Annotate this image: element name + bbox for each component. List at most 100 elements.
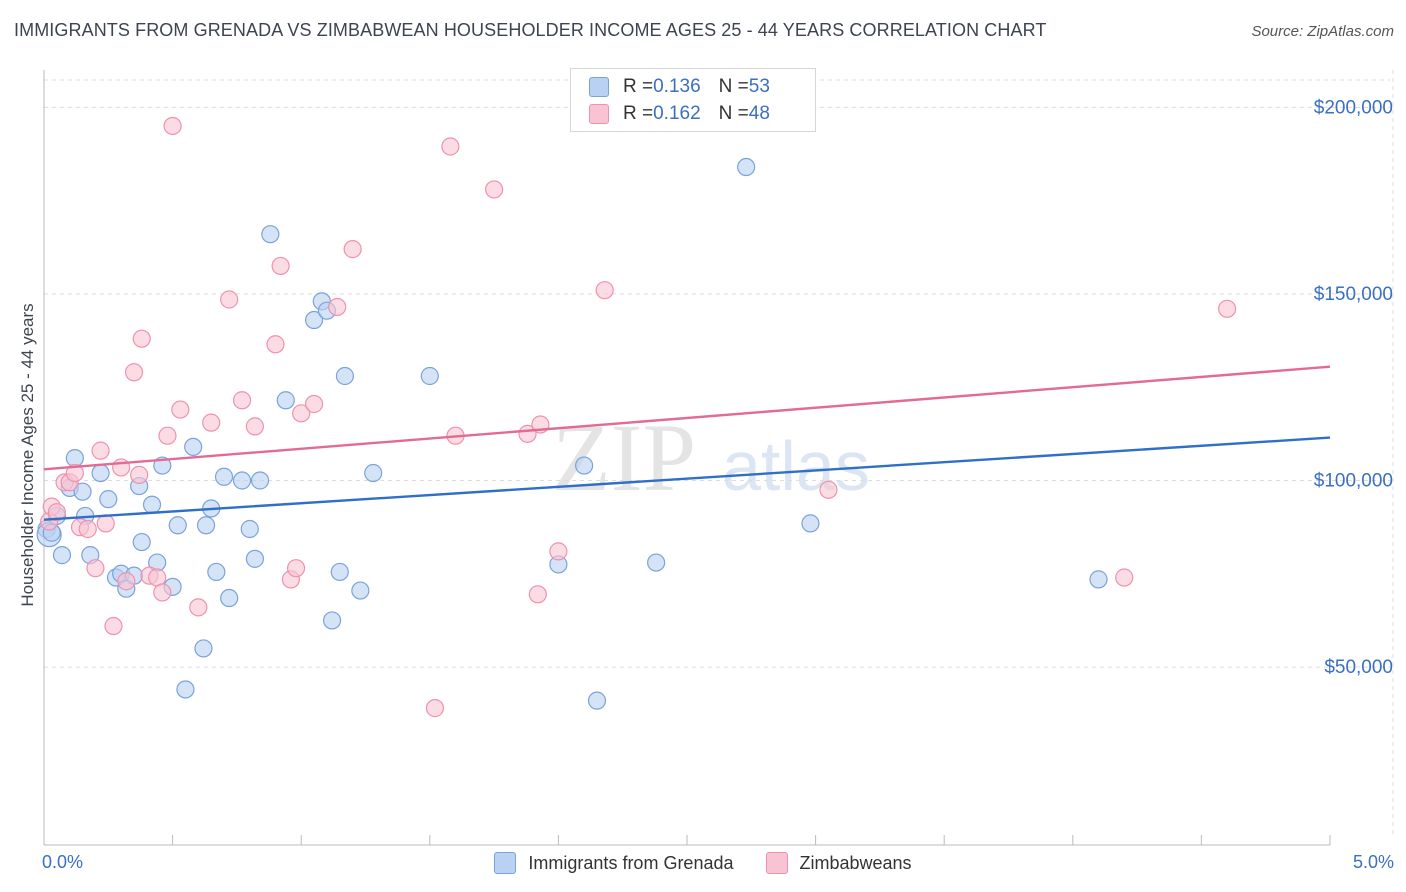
x-tick-label-max: 5.0% [1352, 852, 1394, 872]
point-zimbabweans [485, 180, 504, 199]
point-zimbabweans [266, 335, 285, 354]
point-grenada [52, 546, 72, 565]
point-grenada [176, 680, 195, 699]
legend-label-grenada: Immigrants from Grenada [528, 852, 734, 873]
point-zimbabweans [202, 413, 221, 432]
point-zimbabweans [158, 426, 177, 445]
legend-r-label: R = [623, 103, 654, 124]
point-zimbabweans [91, 441, 110, 460]
stats-legend: R = 0.136 N = 53 R = 0.162 N = 48 [570, 68, 816, 132]
trend-layer [43, 365, 1331, 521]
point-zimbabweans [189, 598, 208, 617]
y-tick-label: $150,000 [1314, 284, 1393, 305]
point-grenada [1089, 570, 1108, 589]
legend-r-value: 0.162 [653, 103, 701, 124]
point-grenada [245, 549, 265, 568]
point-grenada [250, 471, 270, 490]
point-grenada [322, 611, 342, 630]
point-grenada [168, 516, 187, 535]
source-label: Source: ZipAtlas.com [1251, 23, 1394, 40]
point-zimbabweans [78, 519, 97, 539]
point-grenada [240, 519, 259, 539]
point-grenada [575, 456, 594, 475]
point-zimbabweans [220, 290, 239, 309]
point-zimbabweans [117, 572, 136, 591]
point-zimbabweans [130, 465, 149, 484]
point-grenada [232, 471, 252, 490]
point-grenada [132, 532, 151, 552]
point-grenada [194, 639, 213, 658]
point-grenada [647, 553, 666, 572]
y-tick-label: $50,000 [1324, 657, 1393, 678]
point-zimbabweans [1115, 568, 1134, 587]
point-grenada [220, 588, 239, 608]
axis-layer [43, 70, 1331, 846]
points-layer [36, 116, 1237, 718]
point-zimbabweans [104, 616, 123, 636]
point-zimbabweans [65, 463, 84, 483]
series-legend: Immigrants from Grenada Zimbabweans [0, 852, 1406, 874]
point-grenada [261, 225, 280, 244]
legend-item-grenada: Immigrants from Grenada [494, 852, 734, 874]
point-zimbabweans [163, 116, 182, 136]
point-zimbabweans [425, 699, 445, 718]
legend-label-zimbabweans: Zimbabweans [799, 852, 912, 873]
point-grenada [420, 366, 439, 386]
point-grenada [184, 437, 203, 457]
point-zimbabweans [86, 559, 105, 578]
point-zimbabweans [528, 585, 547, 604]
point-grenada [91, 463, 110, 483]
point-zimbabweans [171, 400, 190, 419]
point-zimbabweans [304, 394, 324, 414]
point-zimbabweans [271, 256, 290, 276]
point-grenada [364, 463, 383, 483]
legend-swatch-blue [494, 852, 517, 874]
chart-title: IMMIGRANTS FROM GRENADA VS ZIMBABWEAN HO… [14, 20, 1047, 40]
point-zimbabweans [343, 240, 362, 259]
point-grenada [196, 516, 216, 535]
legend-item-zimbabweans: Zimbabweans [765, 852, 912, 874]
point-zimbabweans [124, 363, 144, 382]
point-zimbabweans [96, 514, 115, 533]
tick-labels-layer: $50,000 $100,000 $150,000 $200,000 [1314, 97, 1393, 678]
legend-r-value: 0.136 [653, 76, 701, 97]
legend-swatch-blue [589, 77, 609, 97]
legend-n-label: N = [718, 76, 749, 97]
legend-r-label: R = [623, 76, 654, 97]
x-tick-label-min: 0.0% [42, 852, 84, 872]
point-grenada [214, 467, 234, 486]
point-grenada [304, 310, 324, 330]
y-tick-label: $200,000 [1314, 97, 1393, 118]
legend-swatch-pink [765, 852, 788, 874]
point-zimbabweans [292, 404, 311, 423]
point-zimbabweans [232, 391, 252, 410]
point-grenada [276, 391, 295, 410]
point-grenada [351, 581, 370, 600]
point-grenada [335, 366, 355, 386]
point-zimbabweans [132, 329, 151, 348]
watermark-atlas: atlas [722, 427, 870, 505]
point-zimbabweans [245, 417, 265, 436]
point-zimbabweans [286, 559, 306, 578]
legend-swatch-pink [589, 104, 609, 124]
point-zimbabweans [328, 297, 347, 317]
point-grenada [330, 562, 349, 582]
point-grenada [142, 495, 162, 514]
point-zimbabweans [549, 542, 568, 561]
point-grenada [587, 691, 607, 710]
legend-n-value: 53 [748, 76, 770, 97]
legend-row-grenada: R = 0.136 N = 53 [589, 74, 770, 100]
point-zimbabweans [153, 583, 172, 602]
point-grenada [737, 157, 756, 177]
point-zimbabweans [819, 480, 838, 499]
point-grenada [801, 514, 820, 533]
legend-row-zimbabweans: R = 0.162 N = 48 [589, 101, 770, 127]
point-zimbabweans [47, 503, 66, 522]
point-zimbabweans [595, 281, 614, 300]
point-zimbabweans [1218, 299, 1237, 318]
trend-line-zimbabweans [43, 365, 1331, 471]
point-zimbabweans [441, 137, 460, 156]
trend-line-grenada [43, 436, 1331, 521]
y-tick-label: $100,000 [1314, 470, 1393, 491]
